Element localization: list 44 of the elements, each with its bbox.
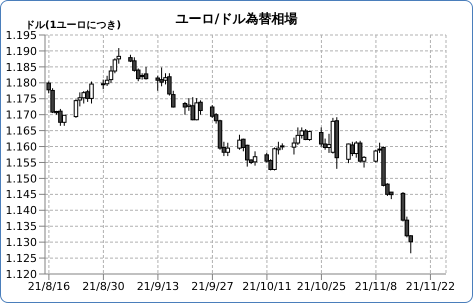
candlestick xyxy=(100,79,106,90)
y-tick-label: 1.145 xyxy=(6,188,37,202)
chart-title: ユーロ/ドル為替相場 xyxy=(176,12,298,27)
y-tick-label: 1.150 xyxy=(6,172,37,186)
x-tick-label: 21/10/11 xyxy=(242,280,292,293)
y-tick-label: 1.165 xyxy=(6,124,37,138)
y-tick-label: 1.190 xyxy=(6,44,37,58)
candlestick xyxy=(346,142,351,164)
candlestick xyxy=(144,66,148,80)
candlestick xyxy=(252,150,258,166)
y-axis-title: ドル(1ユーロにつき) xyxy=(25,19,122,31)
x-tick-label: 21/9/27 xyxy=(191,280,234,293)
y-tick-label: 1.125 xyxy=(6,252,37,265)
candlestick xyxy=(226,142,230,157)
y-tick-label: 1.135 xyxy=(6,220,37,234)
candlestick xyxy=(194,98,199,121)
candlestick xyxy=(318,126,324,148)
x-tick-label: 21/10/25 xyxy=(296,280,346,293)
y-tick-label: 1.195 xyxy=(6,28,37,42)
candlestick xyxy=(58,108,63,126)
y-tick-label: 1.140 xyxy=(6,204,37,218)
candlestick xyxy=(190,96,195,121)
candlestick xyxy=(350,141,355,157)
candlestick xyxy=(62,114,67,126)
y-tick-label: 1.130 xyxy=(6,236,37,250)
x-tick-label: 21/11/8 xyxy=(354,280,398,293)
x-tick-label: 21/11/22 xyxy=(406,280,456,293)
y-tick-label: 1.180 xyxy=(6,76,37,90)
y-tick-label: 1.160 xyxy=(6,140,37,154)
candlestick xyxy=(354,140,359,158)
y-tick-label: 1.120 xyxy=(6,268,37,281)
candlestick xyxy=(81,90,86,104)
y-tick-label: 1.155 xyxy=(6,156,37,170)
candlestick xyxy=(89,81,94,104)
y-tick-label: 1.170 xyxy=(6,108,37,122)
candlestick xyxy=(182,101,188,116)
y-tick-label: 1.175 xyxy=(6,92,37,106)
candlestick xyxy=(237,134,242,150)
x-tick-label: 21/9/13 xyxy=(136,280,180,293)
x-tick-label: 21/8/16 xyxy=(28,280,70,293)
candlestick xyxy=(159,67,164,87)
candlestick xyxy=(307,130,312,142)
x-tick-label: 21/8/30 xyxy=(82,280,125,293)
y-tick-label: 1.185 xyxy=(6,60,37,74)
